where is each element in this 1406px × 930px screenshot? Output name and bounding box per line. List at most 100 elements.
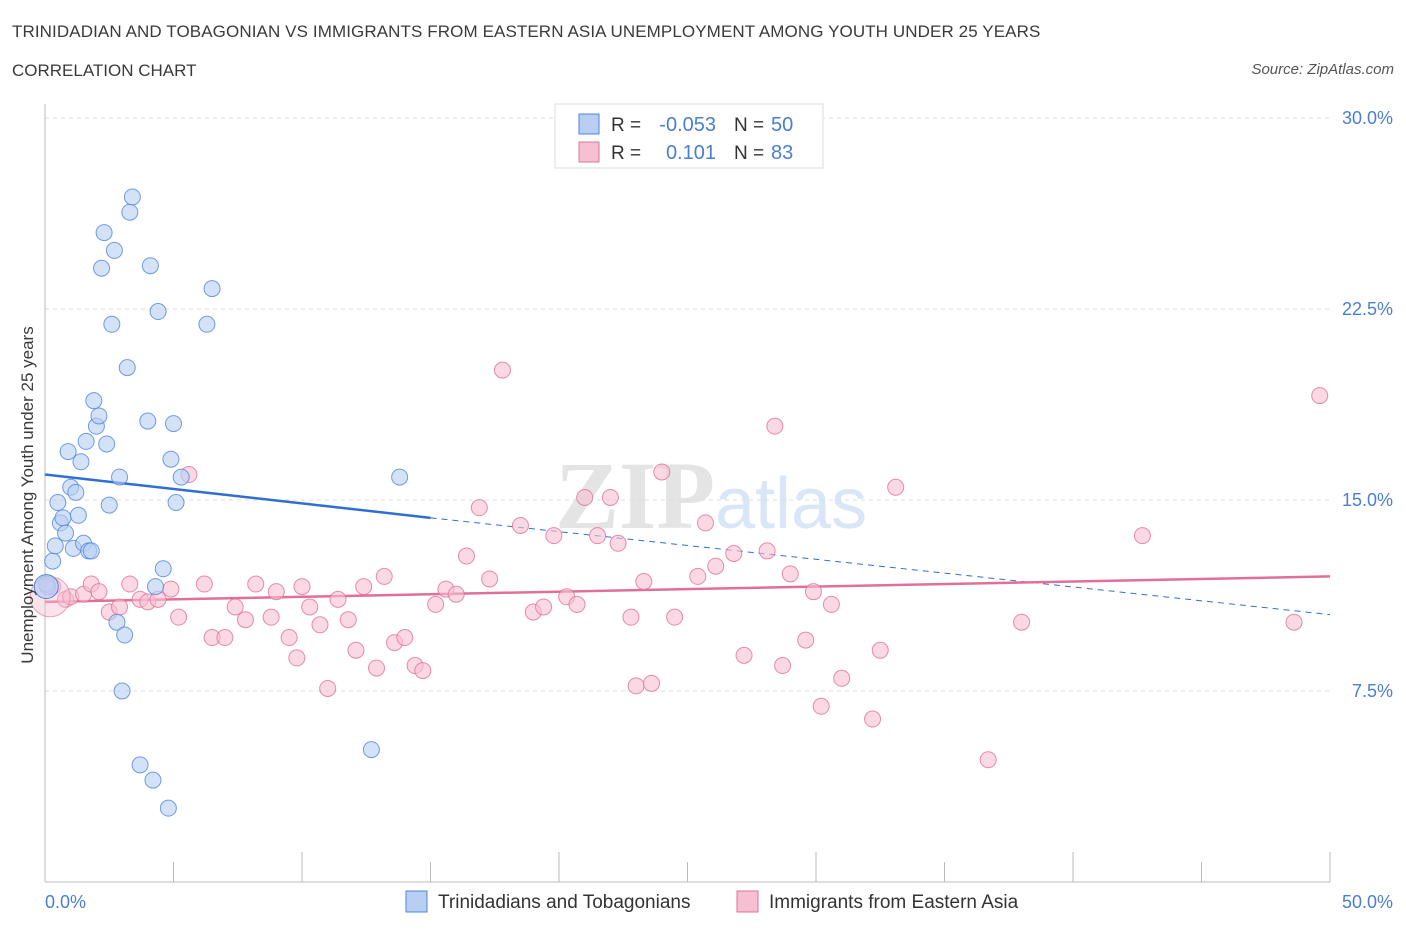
point-eastern-asia xyxy=(90,583,108,601)
point-eastern-asia xyxy=(288,649,306,667)
point-trinidadian xyxy=(69,506,87,524)
y-tick-label: 30.0% xyxy=(1342,108,1393,128)
legend-swatch xyxy=(405,890,428,913)
point-trinidadian xyxy=(49,494,67,512)
point-trinidadian xyxy=(59,443,77,461)
n-value: 50 xyxy=(771,114,793,136)
point-trinidadian xyxy=(100,496,118,514)
point-trinidadian xyxy=(391,468,409,486)
point-eastern-asia xyxy=(589,527,607,545)
point-eastern-asia xyxy=(666,608,684,626)
point-eastern-asia xyxy=(707,557,725,575)
point-trinidadian xyxy=(82,542,100,560)
point-trinidadian xyxy=(123,188,141,206)
point-eastern-asia xyxy=(162,580,180,598)
point-eastern-asia xyxy=(689,567,707,585)
point-eastern-asia xyxy=(280,629,298,647)
point-trinidadian xyxy=(108,613,126,631)
point-trinidadian xyxy=(46,537,64,555)
point-eastern-asia xyxy=(1013,613,1031,631)
n-value: 83 xyxy=(771,142,793,164)
watermark-atlas: atlas xyxy=(715,464,867,544)
point-eastern-asia xyxy=(236,611,254,629)
stats-swatch xyxy=(578,141,600,163)
point-eastern-asia xyxy=(396,629,414,647)
point-trinidadian xyxy=(198,315,216,333)
point-eastern-asia xyxy=(725,544,743,562)
point-eastern-asia xyxy=(622,608,640,626)
point-eastern-asia xyxy=(627,677,645,695)
stats-swatch xyxy=(578,113,600,135)
point-eastern-asia xyxy=(635,572,653,590)
x-tick-label: 0.0% xyxy=(45,892,86,912)
point-eastern-asia xyxy=(170,608,188,626)
point-eastern-asia xyxy=(653,463,671,481)
n-label: N = xyxy=(734,143,764,164)
point-eastern-asia xyxy=(375,567,393,585)
point-trinidadian xyxy=(105,241,123,259)
point-trinidadian xyxy=(72,453,90,471)
point-trinidadian xyxy=(98,435,116,453)
r-value: -0.053 xyxy=(659,114,716,136)
point-eastern-asia xyxy=(864,710,882,728)
point-eastern-asia xyxy=(797,631,815,649)
point-trinidadian xyxy=(121,203,139,221)
point-trinidadian xyxy=(111,468,129,486)
r-value: 0.101 xyxy=(666,142,716,164)
stats-legend: R = -0.053 N = 50 R = 0.101 N = 83 xyxy=(554,103,824,169)
point-eastern-asia xyxy=(311,616,329,634)
point-trinidadian xyxy=(362,741,380,759)
point-trinidadian xyxy=(203,280,221,298)
trend-line-eastern-asia xyxy=(44,575,1331,604)
legend-label: Trinidadians and Tobagonians xyxy=(438,892,690,913)
point-eastern-asia xyxy=(493,361,511,379)
point-trinidadian xyxy=(33,574,59,600)
point-trinidadian xyxy=(103,315,121,333)
point-trinidadian xyxy=(139,412,157,430)
point-trinidadian xyxy=(57,524,75,542)
n-label: N = xyxy=(734,115,764,136)
point-eastern-asia xyxy=(774,657,792,675)
point-eastern-asia xyxy=(301,598,319,616)
point-trinidadian xyxy=(77,432,95,450)
point-eastern-asia xyxy=(545,527,563,545)
y-tick-label: 22.5% xyxy=(1342,299,1393,319)
point-eastern-asia xyxy=(226,598,244,616)
point-eastern-asia xyxy=(871,641,889,659)
point-eastern-asia xyxy=(293,578,311,596)
point-eastern-asia xyxy=(216,629,234,647)
point-eastern-asia xyxy=(766,417,784,435)
point-eastern-asia xyxy=(601,488,619,506)
x-tick-label: 50.0% xyxy=(1342,892,1393,912)
point-trinidadian xyxy=(118,359,136,377)
point-eastern-asia xyxy=(887,478,905,496)
point-eastern-asia xyxy=(812,697,830,715)
point-eastern-asia xyxy=(481,570,499,588)
point-eastern-asia xyxy=(427,595,445,613)
r-label: R = xyxy=(611,115,641,136)
point-trinidadian xyxy=(159,799,177,817)
point-trinidadian xyxy=(149,303,167,321)
point-trinidadian xyxy=(54,509,72,527)
point-eastern-asia xyxy=(414,662,432,680)
point-eastern-asia xyxy=(758,542,776,560)
source-credit: Source: ZipAtlas.com xyxy=(1251,61,1394,78)
trend-line-trinidadian-extension xyxy=(430,517,1331,616)
point-trinidadian xyxy=(147,578,165,596)
chart-subtitle: CORRELATION CHART xyxy=(12,61,197,80)
point-trinidadian xyxy=(167,494,185,512)
point-eastern-asia xyxy=(267,583,285,601)
stats-legend-box xyxy=(554,103,824,169)
point-eastern-asia xyxy=(511,516,529,534)
legend-swatch xyxy=(736,890,759,913)
point-eastern-asia xyxy=(1311,387,1329,405)
point-eastern-asia xyxy=(804,583,822,601)
point-eastern-asia xyxy=(319,679,337,697)
point-trinidadian xyxy=(144,771,162,789)
point-eastern-asia xyxy=(979,751,997,769)
point-eastern-asia xyxy=(262,608,280,626)
point-trinidadian xyxy=(85,392,103,410)
point-trinidadian xyxy=(162,450,180,468)
data-points xyxy=(29,188,1329,817)
point-eastern-asia xyxy=(822,595,840,613)
